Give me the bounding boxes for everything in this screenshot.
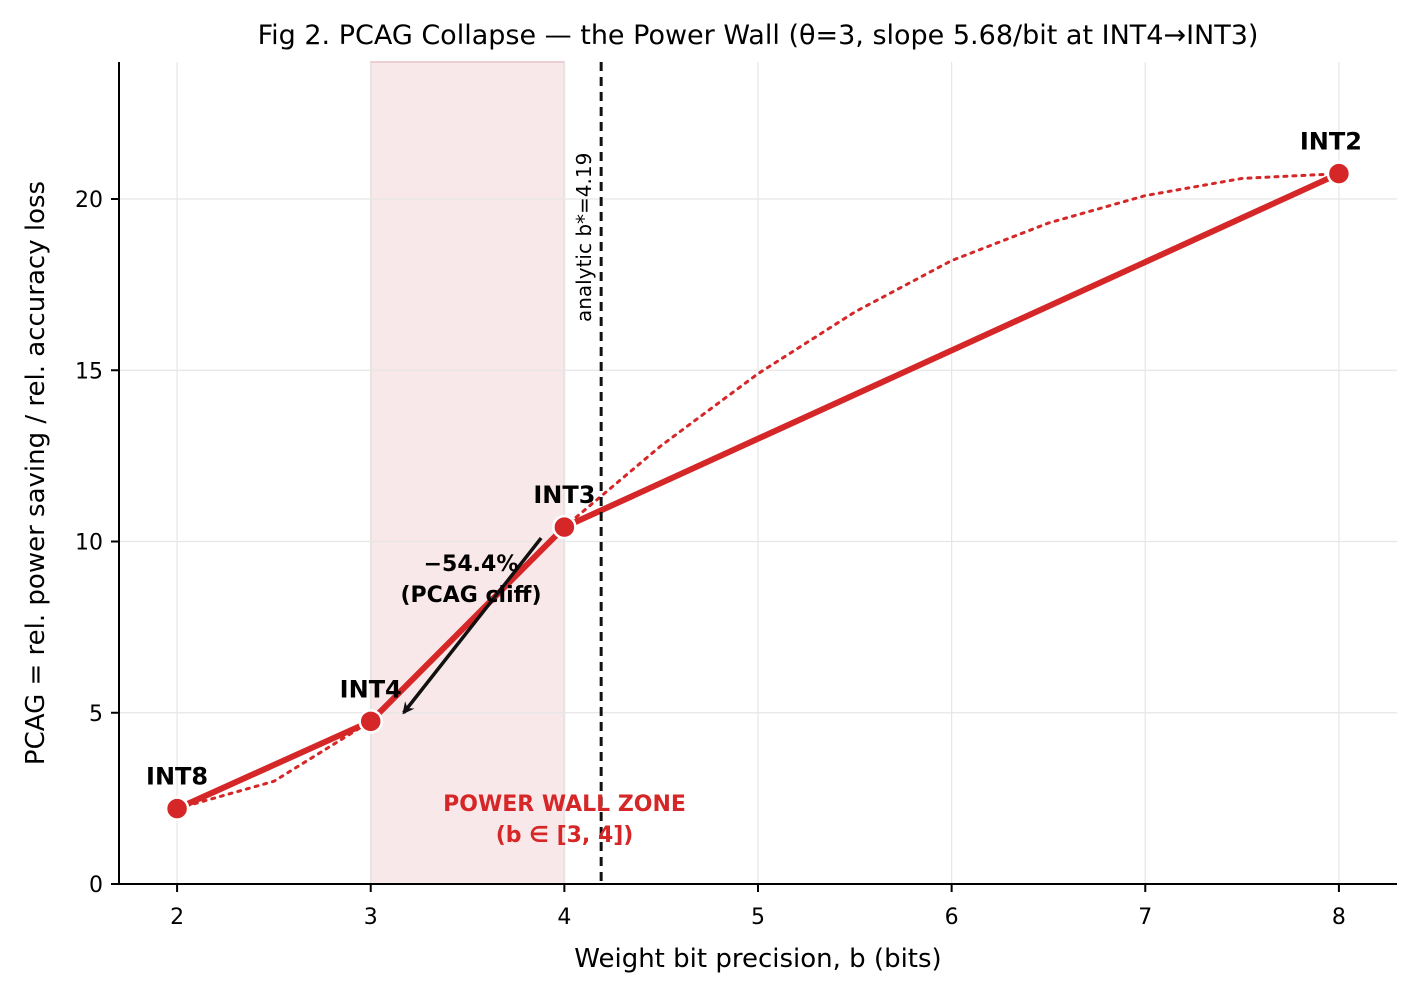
y-tick-label: 15 — [75, 359, 103, 384]
y-axis-title: PCAG = rel. power saving / rel. accuracy… — [21, 181, 51, 765]
data-point-marker — [164, 796, 190, 821]
y-tick-label: 5 — [89, 702, 103, 727]
x-tick-label: 6 — [945, 905, 959, 930]
data-point-label: INT8 — [146, 763, 208, 791]
data-point-marker — [552, 514, 577, 540]
x-tick-label: 3 — [364, 905, 378, 930]
cliff-percent-label: −54.4% — [424, 552, 519, 577]
cliff-annotation-arrow — [402, 536, 543, 715]
power-wall-zone-label: POWER WALL ZONE — [443, 792, 686, 817]
dotted-fit-line — [175, 172, 1341, 811]
chart-title: Fig 2. PCAG Collapse — the Power Wall (θ… — [258, 20, 1259, 51]
x-tick-label: 2 — [170, 905, 184, 930]
x-tick-label: 8 — [1332, 905, 1346, 930]
cliff-description-label: (PCAG cliff) — [400, 583, 541, 608]
y-tick-label: 20 — [75, 188, 103, 213]
pcag-series-line — [174, 170, 1342, 812]
x-tick-label: 7 — [1138, 905, 1152, 930]
y-tick-label: 10 — [75, 531, 103, 556]
y-tick-label: 0 — [89, 873, 103, 898]
x-axis-title: Weight bit precision, b (bits) — [574, 944, 941, 974]
data-point-marker — [358, 709, 383, 734]
x-tick-label: 5 — [751, 905, 765, 930]
data-point-label: INT3 — [533, 481, 595, 509]
data-point-label: INT4 — [340, 675, 402, 703]
data-point-label: INT2 — [1300, 128, 1362, 156]
power-wall-zone — [369, 61, 566, 885]
data-point-marker — [1326, 161, 1352, 186]
x-tick-label: 4 — [557, 905, 571, 930]
power-wall-zone-range: (b ∈ [3, 4]) — [496, 823, 634, 848]
analytic-threshold-label: analytic b*=4.19 — [572, 153, 596, 322]
